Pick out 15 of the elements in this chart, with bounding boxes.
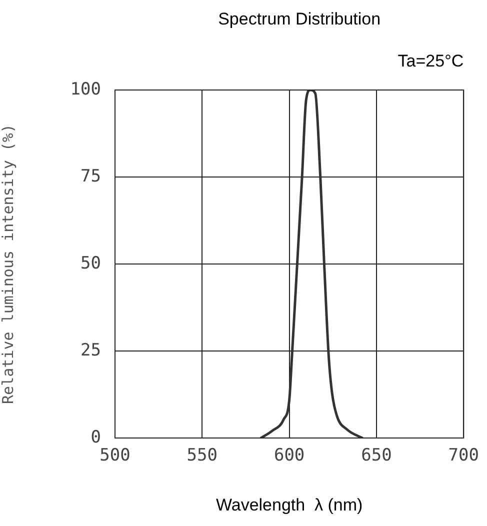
text: Ta=25°C [398, 52, 464, 71]
x-tick-label: 650 [361, 446, 392, 466]
line-series [260, 90, 364, 438]
chart-title: Spectrum Distribution [218, 10, 381, 29]
y-axis-title: Relative luminous intensity (%) [0, 124, 17, 404]
x-tick-label: 700 [448, 446, 480, 466]
x-tick-label: 500 [100, 446, 130, 466]
y-tick-label: 50 [80, 253, 101, 274]
y-tick-label: 25 [80, 340, 101, 360]
y-tick-label: 75 [80, 166, 101, 186]
y-tick-label: 100 [70, 79, 101, 100]
y-tick-label: 0 [90, 427, 101, 448]
x-axis-title: Wavelength λ (nm) [216, 495, 363, 514]
x-tick-label: 550 [186, 446, 218, 466]
x-tick-label: 600 [274, 446, 305, 466]
